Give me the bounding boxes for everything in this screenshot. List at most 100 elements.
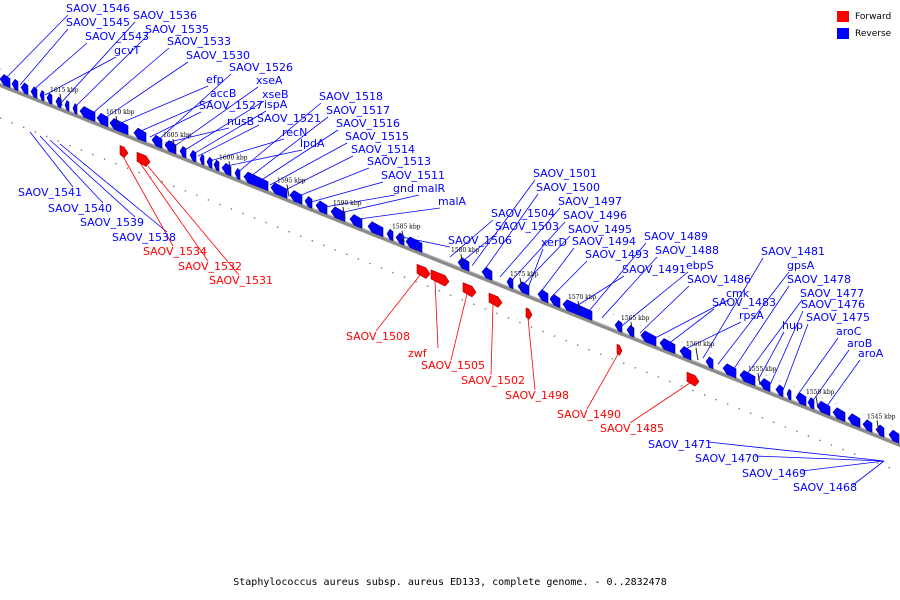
reverse-gene-42 [640, 330, 657, 347]
gene-label-saov-1486: SAOV_1486 [687, 273, 751, 286]
reverse-gene-21 [234, 168, 241, 180]
leader-line-saov-1483 [667, 308, 715, 345]
gene-label-saov-1527: SAOV_1527 [199, 99, 263, 112]
forward-gene-0 [119, 145, 129, 159]
leader-line-saov-1500 [483, 193, 539, 271]
gene-label-saov-1468: SAOV_1468 [793, 481, 857, 494]
gene-label-saov-1506: SAOV_1506 [448, 234, 512, 247]
kbp-tick-mark [460, 254, 464, 267]
gene-label-saov-1485: SAOV_1485 [600, 422, 664, 435]
reverse-gene-53 [816, 400, 831, 416]
kbp-tick-label: 1610 kbp [106, 109, 135, 116]
gene-label-saov-1496: SAOV_1496 [563, 209, 627, 222]
reverse-gene-50 [786, 388, 792, 401]
label-leader-lines [4, 14, 885, 486]
leader-line-saov-1540 [39, 135, 104, 204]
kbp-tick-mark [342, 206, 346, 220]
reverse-gene-54 [832, 407, 846, 422]
kbp-tick-mark [695, 348, 699, 361]
leader-line-arob [811, 349, 850, 403]
kbp-tick-label: 1570 kbp [568, 294, 597, 301]
leader-line-saov-1498 [527, 318, 536, 391]
reverse-gene-6 [55, 96, 62, 109]
kbp-tick-mark [115, 116, 119, 129]
gene-label-saov-1508: SAOV_1508 [346, 330, 410, 343]
kbp-tick-mark [519, 277, 523, 290]
leader-line-saov-1545 [19, 28, 69, 86]
gene-label-saov-1515: SAOV_1515 [345, 130, 409, 143]
kbp-tick-label: 1555 kbp [748, 366, 777, 373]
leader-line-saov-1521 [197, 124, 260, 157]
leader-line-cmk [653, 299, 729, 339]
leader-line-saov-1543 [32, 42, 88, 91]
leader-line-xsea [173, 86, 259, 147]
kbp-tick-mark [876, 420, 880, 433]
kbp-tick-mark [401, 230, 405, 243]
leader-line-saov-1514 [283, 155, 354, 191]
leader-line-saov-1505 [450, 293, 468, 361]
leader-line-saov-1478 [732, 285, 790, 371]
reverse-gene-5 [46, 92, 53, 105]
leader-line-efp [117, 85, 209, 125]
gene-label-saov-1505: SAOV_1505 [421, 359, 485, 372]
leader-line-rpsa [682, 321, 742, 351]
reverse-gene-56 [862, 419, 873, 433]
leader-line-saov-1511 [311, 181, 384, 203]
reverse-gene-18 [206, 156, 213, 169]
gene-label-saov-1475: SAOV_1475 [806, 311, 870, 324]
reverse-gene-38 [549, 294, 561, 308]
gene-label-hup: hup [782, 319, 803, 332]
gene-label-nusb: nusB [227, 115, 254, 128]
leader-line-saov-1468 [852, 460, 885, 486]
forward-gene-5 [488, 292, 503, 308]
gene-label-saov-1536: SAOV_1536 [133, 9, 197, 22]
leader-line-ispa [192, 110, 267, 155]
leader-line-saov-1536 [61, 21, 136, 103]
gene-label-saov-1545: SAOV_1545 [66, 16, 130, 29]
leader-line-zwf [434, 280, 439, 349]
kbp-tick-mark [630, 322, 634, 335]
reverse-gene-58 [888, 429, 900, 444]
gene-label-lpda: lpdA [300, 137, 325, 150]
reverse-gene-29 [367, 221, 384, 238]
reverse-gene-51 [795, 392, 807, 407]
reverse-gene-4 [39, 90, 45, 102]
gene-label-saov-1497: SAOV_1497 [558, 195, 622, 208]
gene-label-saov-1532: SAOV_1532 [178, 260, 242, 273]
gene-label-saov-1540: SAOV_1540 [48, 202, 112, 215]
leader-line-saov-1538 [59, 143, 168, 233]
leader-line-saov-1501 [471, 179, 536, 267]
leader-line-accb [137, 99, 213, 133]
gene-label-accb: accB [210, 87, 236, 100]
kbp-tick-label: 1565 kbp [621, 315, 650, 322]
kbp-tick-label: 1545 kbp [867, 414, 896, 421]
reverse-gene-9 [79, 106, 96, 122]
reverse-gene-25 [304, 196, 313, 209]
leader-line-saov-1534 [122, 156, 174, 247]
gene-label-saov-1471: SAOV_1471 [648, 438, 712, 451]
gene-label-saov-1526: SAOV_1526 [229, 61, 293, 74]
leader-line-saov-1494 [539, 247, 575, 294]
leader-line-saov-1513 [297, 167, 370, 197]
kbp-tick-label: 1560 kbp [686, 341, 715, 348]
leader-line-aroc [796, 337, 839, 397]
legend-label-forward: Forward [855, 11, 892, 22]
kbp-tick-mark [815, 396, 819, 409]
leader-line-ebps [621, 271, 689, 327]
leader-line-saov-1485 [629, 382, 691, 424]
gene-label-saov-1501: SAOV_1501 [533, 167, 597, 180]
gene-label-saov-1503: SAOV_1503 [495, 220, 559, 233]
leader-line-xerd [527, 248, 544, 289]
leader-line-mala [355, 207, 441, 220]
reverse-gene-48 [759, 378, 771, 392]
kbp-tick-label: 1575 kbp [510, 271, 539, 278]
leader-line-recn [209, 138, 285, 162]
reverse-gene-23 [270, 182, 288, 199]
reverse-gene-17 [199, 154, 205, 166]
reverse-swatch [837, 28, 849, 39]
leader-line-saov-1481 [702, 257, 764, 359]
gene-label-saov-1530: SAOV_1530 [186, 49, 250, 62]
reverse-gene-13 [151, 134, 163, 149]
gene-label-saov-1533: SAOV_1533 [167, 35, 231, 48]
leader-line-saov-1506 [397, 235, 451, 248]
